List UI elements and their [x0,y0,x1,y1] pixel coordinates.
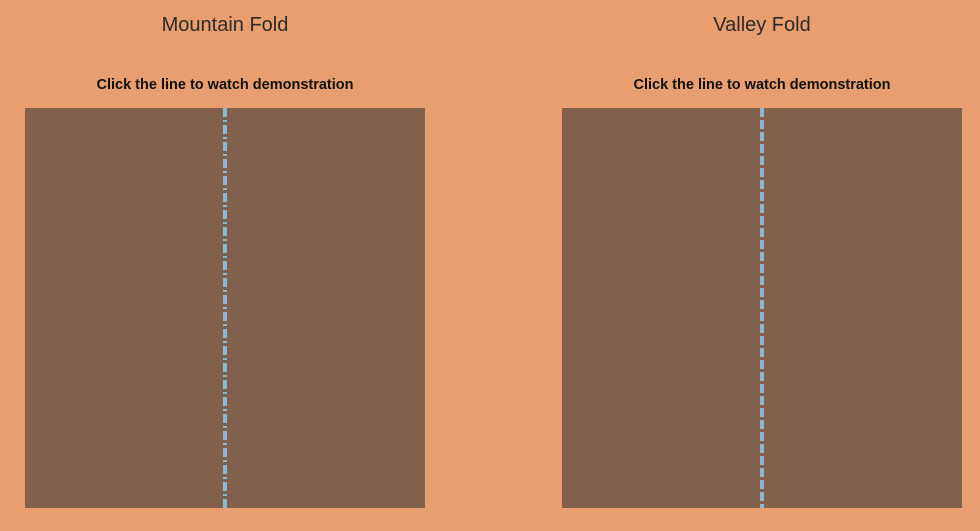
valley-fold-panel: Valley Fold Click the line to watch demo… [562,0,962,531]
mountain-fold-paper [25,108,425,508]
mountain-fold-title: Mountain Fold [161,14,289,36]
mountain-fold-panel: Mountain Fold Click the line to watch de… [25,0,425,531]
valley-fold-paper [562,108,962,508]
mountain-fold-instruction: Click the line to watch demonstration [96,77,354,93]
valley-fold-instruction: Click the line to watch demonstration [633,77,891,93]
valley-fold-title: Valley Fold [713,14,811,36]
